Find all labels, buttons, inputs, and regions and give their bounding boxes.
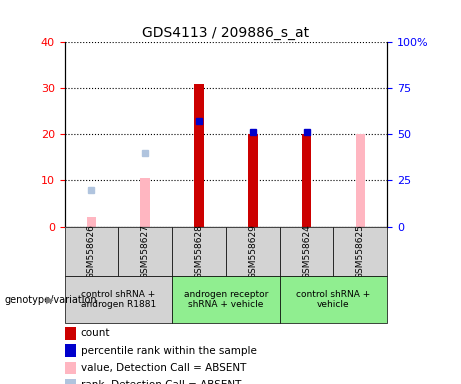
Bar bbox=[65, 327, 76, 339]
Text: GSM558624: GSM558624 bbox=[302, 224, 311, 279]
Bar bbox=[140, 178, 150, 227]
Text: GSM558629: GSM558629 bbox=[248, 224, 257, 279]
Text: percentile rank within the sample: percentile rank within the sample bbox=[81, 346, 257, 356]
Text: genotype/variation: genotype/variation bbox=[5, 295, 97, 305]
Text: value, Detection Call = ABSENT: value, Detection Call = ABSENT bbox=[81, 363, 246, 373]
Text: GSM558626: GSM558626 bbox=[87, 224, 96, 279]
Text: GSM558625: GSM558625 bbox=[356, 224, 365, 279]
Bar bbox=[172, 276, 280, 323]
Text: rank, Detection Call = ABSENT: rank, Detection Call = ABSENT bbox=[81, 380, 241, 384]
Bar bbox=[280, 227, 333, 276]
Bar bbox=[65, 344, 76, 357]
Bar bbox=[65, 379, 76, 384]
Bar bbox=[194, 84, 204, 227]
Text: GSM558627: GSM558627 bbox=[141, 224, 150, 279]
Bar bbox=[226, 227, 280, 276]
Text: androgen receptor
shRNA + vehicle: androgen receptor shRNA + vehicle bbox=[183, 290, 268, 309]
Bar bbox=[87, 217, 96, 227]
Bar bbox=[301, 134, 311, 227]
Bar bbox=[248, 134, 258, 227]
Text: control shRNA +
vehicle: control shRNA + vehicle bbox=[296, 290, 371, 309]
Bar bbox=[333, 227, 387, 276]
Bar bbox=[65, 362, 76, 374]
Bar bbox=[355, 134, 365, 227]
Bar bbox=[280, 276, 387, 323]
Bar bbox=[118, 227, 172, 276]
Text: GSM558628: GSM558628 bbox=[195, 224, 203, 279]
Text: count: count bbox=[81, 328, 110, 338]
Bar bbox=[172, 227, 226, 276]
Bar bbox=[65, 227, 118, 276]
Text: control shRNA +
androgen R1881: control shRNA + androgen R1881 bbox=[81, 290, 156, 309]
Text: ▶: ▶ bbox=[46, 295, 53, 305]
Bar bbox=[65, 276, 172, 323]
Title: GDS4113 / 209886_s_at: GDS4113 / 209886_s_at bbox=[142, 26, 309, 40]
